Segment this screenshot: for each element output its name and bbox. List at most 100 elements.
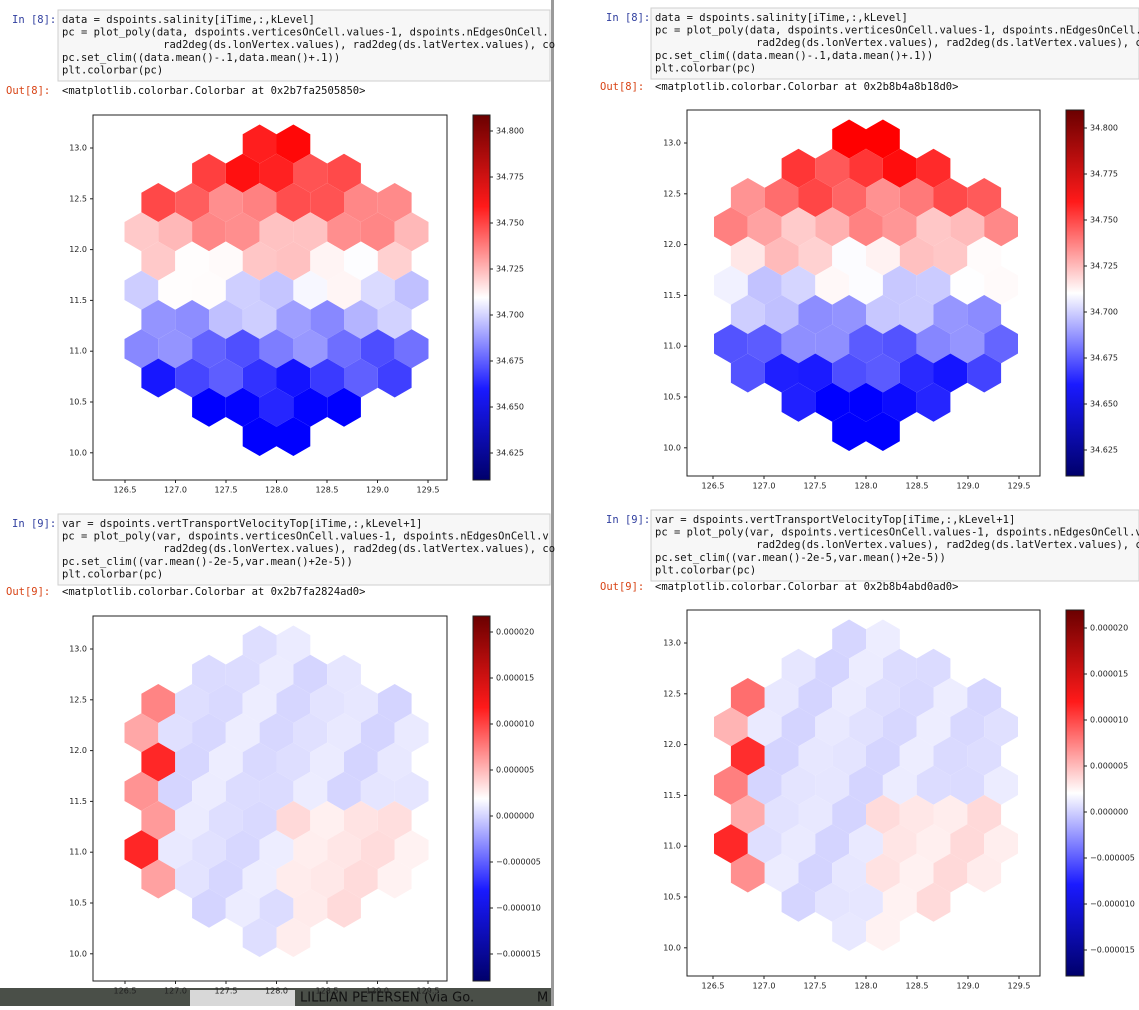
colorbar-tick-label: 0.000015 — [496, 674, 534, 683]
hex-cell — [327, 153, 361, 193]
hex-cell — [967, 295, 1002, 334]
output-text: <matplotlib.colorbar.Colorbar at 0x2b8b4… — [655, 81, 958, 93]
colorbar-tick-label: −0.000005 — [496, 858, 541, 867]
hex-cell — [916, 324, 951, 364]
taskbar-tab[interactable]: LILLIAN PETERSEN (via Go. — [300, 991, 474, 1006]
code-line: var = dspoints.vertTransportVelocityTop[… — [62, 518, 422, 530]
hex-cell — [730, 678, 765, 717]
hex-cell — [327, 771, 361, 811]
colorbar — [1065, 609, 1085, 977]
code-cell — [57, 513, 551, 586]
hex-cell — [916, 648, 951, 688]
hex-cell — [984, 324, 1018, 364]
hex-cell — [933, 353, 968, 393]
hex-cell — [377, 241, 412, 281]
hex-cell — [866, 295, 900, 334]
hex-cell — [832, 678, 866, 717]
hex-cell — [950, 765, 985, 805]
hex-cell — [764, 678, 799, 717]
hex-cell — [984, 207, 1018, 247]
x-tick-label: 129.5 — [417, 486, 440, 495]
hex-cell — [950, 824, 985, 864]
hex-cell — [344, 358, 378, 398]
hex-cell — [764, 353, 799, 393]
hex-cell — [967, 853, 1002, 893]
hex-map — [714, 619, 1018, 951]
hex-cell — [192, 329, 226, 369]
hex-cell — [209, 183, 243, 222]
x-tick-label: 129.5 — [417, 987, 440, 996]
hex-cell — [882, 765, 917, 805]
x-tick-label: 127.0 — [164, 987, 187, 996]
colorbar-tick-label: 0.000015 — [1090, 670, 1128, 679]
colorbar — [472, 114, 491, 481]
hex-cell — [781, 207, 816, 247]
x-tick-label: 128.0 — [855, 982, 878, 991]
colorbar-tick-label: 34.750 — [496, 219, 524, 228]
hex-cell — [849, 324, 883, 364]
hex-cell — [310, 300, 344, 339]
hex-cell — [225, 771, 260, 811]
hex-cell — [933, 678, 968, 717]
y-tick-label: 10.0 — [69, 448, 87, 457]
hex-cell — [866, 619, 900, 659]
hex-cell — [916, 148, 951, 188]
hex-cell — [832, 236, 866, 276]
hex-cell — [916, 382, 951, 422]
colorbar-tick-label: 0.000000 — [1090, 808, 1128, 817]
hex-cell — [293, 713, 328, 753]
hex-cell — [832, 178, 866, 217]
hex-cell — [242, 859, 277, 899]
hex-cell — [124, 771, 159, 811]
hex-cell — [849, 882, 883, 922]
hex-cell — [967, 353, 1002, 393]
out-prompt: Out[8]: — [600, 81, 644, 93]
y-tick-label: 12.0 — [69, 245, 87, 254]
hex-cell — [360, 212, 395, 252]
hex-cell — [242, 417, 277, 456]
hex-cell — [798, 178, 833, 217]
out-prompt: Out[9]: — [600, 581, 644, 593]
hex-cell — [882, 824, 917, 864]
hex-cell — [984, 765, 1018, 805]
colorbar-tick-label: 34.625 — [496, 449, 524, 458]
hex-cell — [714, 324, 748, 364]
hex-cell — [276, 300, 311, 339]
hex-cell — [849, 707, 883, 747]
y-tick-label: 13.0 — [663, 639, 681, 648]
hex-cell — [360, 771, 395, 811]
hex-cell — [832, 912, 866, 951]
hex-cell — [916, 882, 951, 922]
hex-cell — [209, 358, 243, 398]
hex-cell — [377, 183, 412, 222]
hex-cell — [781, 882, 816, 922]
hex-cell — [849, 148, 883, 188]
hex-cell — [141, 241, 176, 281]
y-tick-label: 12.5 — [69, 695, 87, 704]
colorbar-tick-label: 34.675 — [496, 357, 524, 366]
y-tick-label: 12.5 — [663, 689, 681, 698]
code-cell — [650, 509, 1139, 582]
taskbar-icons — [190, 990, 295, 1006]
y-tick-label: 10.0 — [69, 949, 87, 958]
x-tick-label: 127.5 — [215, 987, 238, 996]
hex-cell — [124, 713, 159, 753]
hex-cell — [141, 358, 176, 398]
code-line: pc = plot_poly(var, dspoints.verticesOnC… — [62, 531, 549, 543]
taskbar-next[interactable]: M — [537, 991, 548, 1006]
hex-cell — [377, 300, 412, 339]
hex-cell — [259, 830, 294, 870]
hex-map — [124, 124, 429, 456]
y-tick-label: 13.0 — [69, 645, 87, 654]
hex-cell — [798, 853, 833, 893]
hex-cell — [832, 736, 866, 776]
output-text: <matplotlib.colorbar.Colorbar at 0x2b8b4… — [655, 581, 958, 593]
hex-cell — [849, 265, 883, 305]
hex-cell — [781, 765, 816, 805]
y-tick-label: 12.0 — [69, 746, 87, 755]
hex-cell — [916, 824, 951, 864]
hex-cell — [967, 178, 1002, 217]
hex-cell — [882, 148, 917, 188]
hex-cell — [866, 678, 900, 717]
hex-cell — [293, 329, 328, 369]
